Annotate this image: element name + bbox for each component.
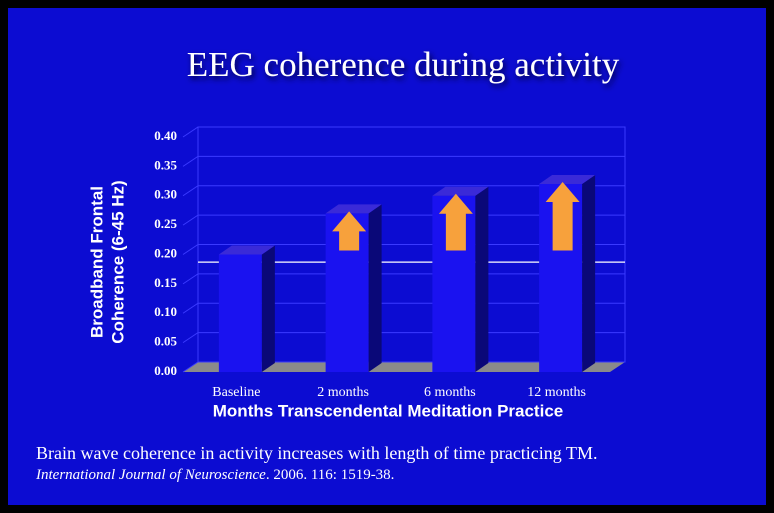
bar-side — [475, 186, 489, 372]
bar-top — [218, 245, 275, 255]
increase-arrow — [438, 193, 473, 251]
caption: Brain wave coherence in activity increas… — [36, 443, 597, 463]
bar — [325, 204, 382, 372]
floor — [183, 362, 625, 372]
citation-details: . 2006. 116: 1519-38. — [266, 467, 395, 483]
x-tick-label: 6 months — [424, 385, 476, 400]
increase-arrow — [332, 211, 367, 251]
grid-line — [182, 155, 625, 167]
bar-top — [325, 204, 382, 214]
bar-side — [582, 175, 596, 372]
x-tick-label: 2 months — [317, 385, 369, 400]
y-tick-label: 0.30 — [154, 187, 177, 202]
bar — [218, 245, 275, 372]
plot: 0.00 0.05 0.10 0.15 0.20 0.25 0.30 0.35 0.40 Base… — [154, 126, 626, 400]
x-tick-label: 12 months — [527, 385, 586, 400]
bar — [539, 175, 596, 372]
citation: International Journal of Neuroscience. 2… — [35, 467, 394, 483]
y-tick-label: 0.15 — [154, 275, 177, 290]
chart-title: EEG coherence during activity — [187, 45, 620, 84]
y-tick-label: 0.05 — [154, 334, 177, 349]
bar-top — [539, 175, 596, 184]
x-axis-title: Months Transcendental Meditation Practic… — [213, 401, 563, 420]
y-tick-label: 0.40 — [154, 128, 177, 143]
grid-line — [182, 126, 625, 138]
y-tick-label: 0.00 — [154, 363, 177, 378]
increase-arrow — [545, 182, 580, 251]
bar-front — [218, 254, 262, 372]
y-tick-label: 0.10 — [154, 304, 177, 319]
y-axis-title-line: Coherence (6-45 Hz) — [108, 180, 127, 343]
bar-top — [432, 186, 489, 196]
background — [8, 8, 766, 505]
bar-side — [368, 204, 382, 372]
grid-line — [182, 185, 625, 197]
y-tick-label: 0.35 — [154, 157, 177, 172]
y-axis-title: Broadband Frontal Coherence (6-45 Hz) — [87, 180, 127, 343]
y-tick-label: 0.20 — [154, 245, 177, 260]
y-tick-label: 0.25 — [154, 216, 177, 231]
bar — [432, 186, 489, 372]
citation-journal: International Journal of Neuroscience — [35, 467, 266, 483]
bar-side — [261, 245, 275, 372]
y-axis-title-line: Broadband Frontal — [87, 186, 106, 338]
x-tick-label: Baseline — [212, 385, 260, 400]
